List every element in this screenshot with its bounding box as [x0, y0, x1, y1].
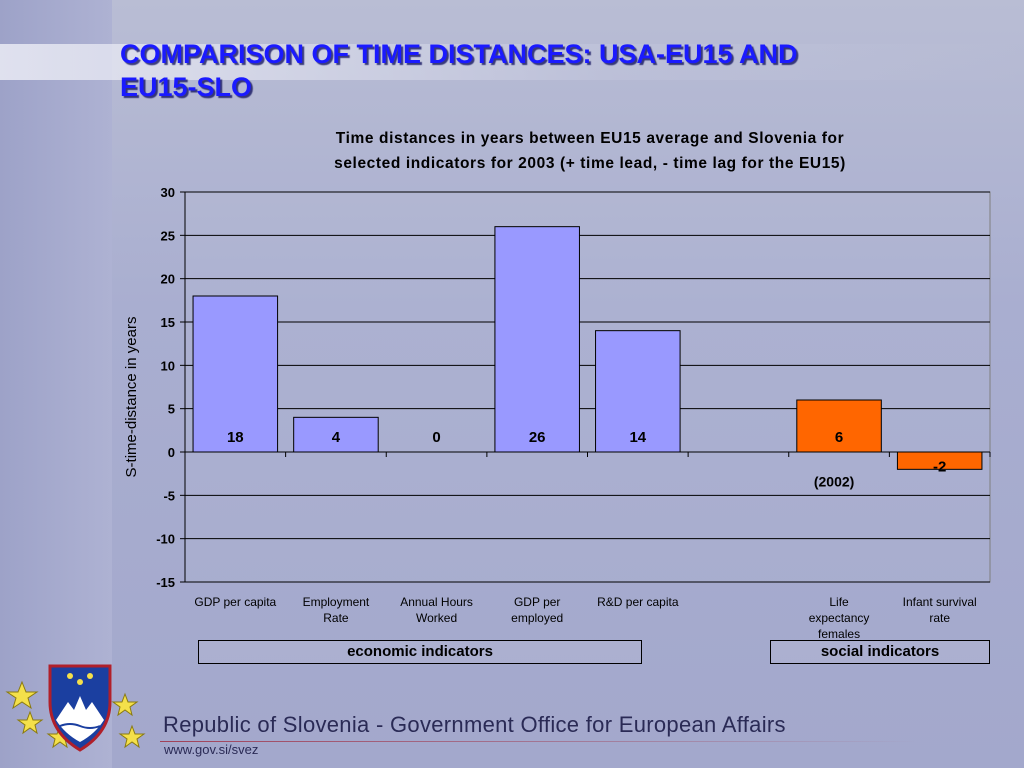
x-category-label-line: Rate	[323, 611, 349, 625]
group-social-indicators: social indicators	[770, 640, 990, 664]
y-tick-label: 15	[161, 315, 175, 330]
x-category-label-line: Employment	[302, 595, 370, 609]
group-economic-indicators: economic indicators	[198, 640, 642, 664]
y-axis-label: S-time-distance in years	[123, 317, 140, 478]
y-tick-label: -10	[156, 532, 175, 547]
footer-organization: Republic of Slovenia - Government Office…	[163, 712, 786, 737]
left-decorative-band	[0, 0, 112, 768]
x-category-label: Employment Rate	[286, 594, 386, 626]
y-tick-label: 0	[168, 445, 175, 460]
x-category-label: Life expectancy females	[789, 594, 889, 642]
y-tick-label: -5	[163, 488, 175, 503]
x-category-label-line: employed	[511, 611, 564, 625]
bar-value-label: 0	[432, 429, 440, 446]
bar-value-label: 14	[629, 429, 646, 446]
x-category-label-line: rate	[929, 611, 951, 625]
bar	[896, 451, 983, 470]
slide-title-line-1: COMPARISON OF TIME DISTANCES: USA-EU15 A…	[120, 39, 798, 69]
x-category-label: GDP per capita	[185, 594, 285, 610]
y-tick-label: 5	[168, 402, 175, 417]
bar	[796, 399, 882, 453]
x-category-label-line: Life	[829, 595, 849, 609]
y-tick-label: 30	[161, 185, 175, 200]
chart-title: Time distances in years between EU15 ave…	[190, 126, 990, 176]
x-category-label-line: expectancy	[808, 611, 870, 625]
x-category-label-line: females	[818, 627, 861, 641]
x-category-label: Annual Hours Worked	[387, 594, 487, 626]
x-category-label: R&D per capita	[588, 594, 688, 610]
bar	[494, 226, 580, 453]
bar-value-label: -2	[933, 458, 946, 475]
x-category-label-line: Annual Hours	[400, 595, 473, 609]
x-category-label-line: R&D per capita	[597, 595, 679, 609]
x-category-label: GDP per employed	[487, 594, 587, 626]
y-tick-label: 10	[161, 358, 175, 373]
y-tick-label: 20	[161, 272, 175, 287]
chart-title-line-1: Time distances in years between EU15 ave…	[335, 130, 845, 147]
plot-area	[184, 191, 991, 583]
slovenia-coat-of-arms-logo	[5, 664, 146, 752]
title-highlight-strip	[0, 44, 1024, 80]
y-tick-label: -15	[156, 575, 175, 590]
bar-value-label: 26	[529, 429, 546, 446]
bar	[595, 330, 681, 453]
slide-title-line-2: EU15-SLO	[120, 72, 253, 102]
footer-divider	[160, 741, 920, 742]
x-category-label-line: GDP per	[513, 595, 561, 609]
bar	[192, 295, 279, 453]
x-category-label-line: Worked	[415, 611, 458, 625]
footer-url: www.gov.si/svez	[164, 742, 259, 757]
x-category-label-line: Infant survival	[902, 595, 977, 609]
bar-value-label: 6	[835, 429, 843, 446]
bar-value-label: 4	[332, 429, 341, 446]
bar	[293, 416, 379, 453]
chart-title-line-2: selected indicators for 2003 (+ time lea…	[334, 155, 846, 172]
slide-title: COMPARISON OF TIME DISTANCES: USA-EU15 A…	[120, 38, 1000, 104]
x-category-label: Infant survival rate	[890, 594, 990, 626]
annotation-2002: (2002)	[814, 474, 854, 490]
y-tick-label: 25	[161, 228, 175, 243]
x-category-label-line: GDP per capita	[194, 595, 277, 609]
bar-value-label: 18	[227, 429, 244, 446]
